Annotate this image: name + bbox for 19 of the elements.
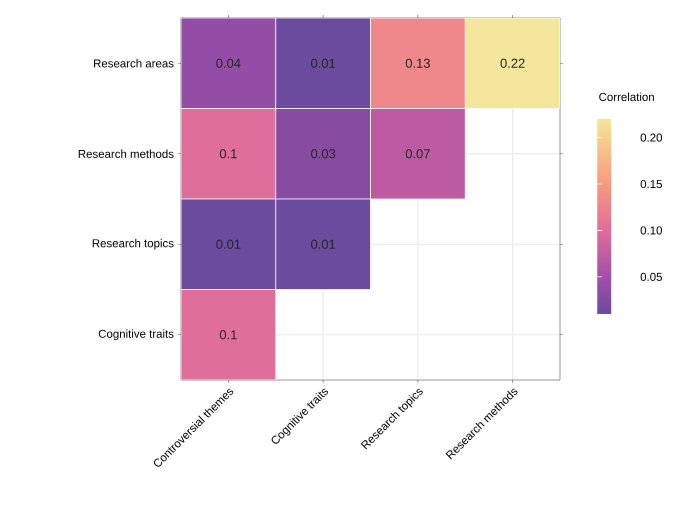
y-tick-label: Cognitive traits — [98, 329, 174, 340]
y-tick-label: Research methods — [78, 150, 174, 158]
y-tick-label: Research topics — [92, 238, 174, 250]
data-label: 0.04 — [216, 58, 241, 68]
data-label: 0.1 — [220, 149, 237, 158]
color-bar-label: 0.05 — [640, 272, 662, 281]
data-label: 0.22 — [500, 58, 525, 68]
data-label: 0.03 — [311, 149, 336, 158]
color-bar-label: 0.15 — [640, 180, 662, 188]
data-label: 0.01 — [216, 240, 240, 249]
data-label: 0.1 — [220, 330, 237, 340]
color-bar-label: 0.20 — [640, 134, 662, 142]
color-bar-label: 0.10 — [640, 226, 662, 234]
data-label: 0.13 — [406, 58, 430, 68]
data-label: 0.01 — [311, 240, 336, 249]
data-label: 0.01 — [311, 58, 336, 68]
color-bar-title: Correlation — [599, 92, 654, 101]
y-tick-label: Research areas — [94, 59, 174, 68]
data-label: 0.07 — [406, 149, 430, 158]
